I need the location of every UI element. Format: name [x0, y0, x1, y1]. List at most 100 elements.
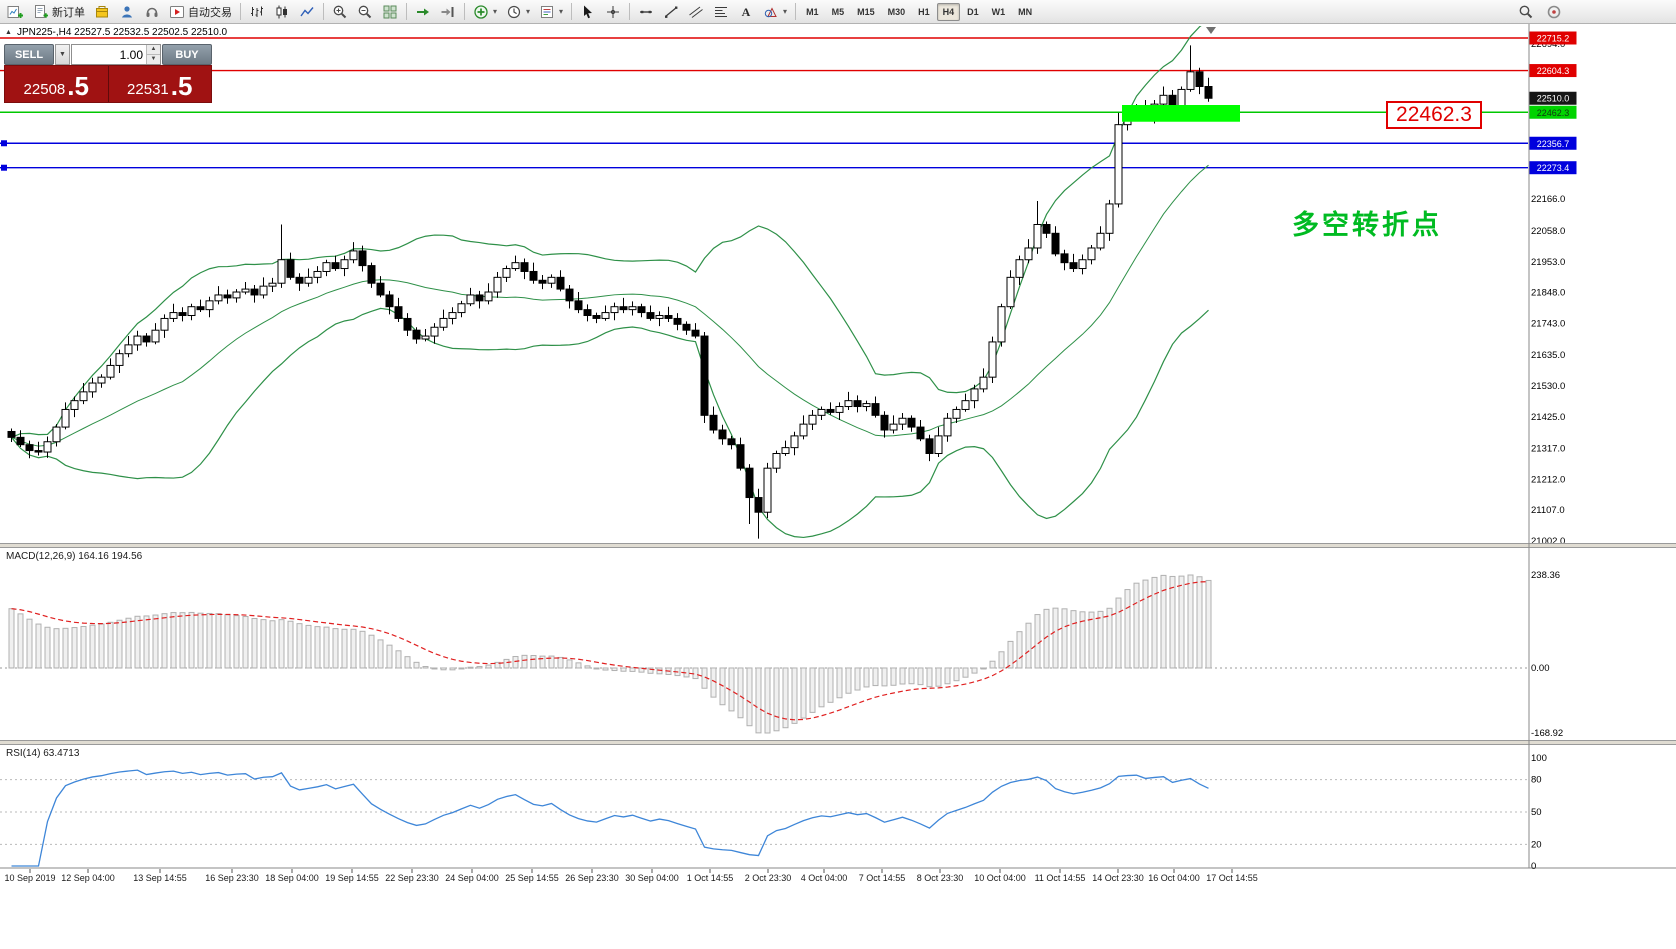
chartshift-icon: [440, 4, 456, 20]
timeframe-mn-button[interactable]: MN: [1018, 6, 1033, 17]
autoplay-icon: [169, 4, 185, 20]
candlestick-chart-button[interactable]: [270, 1, 294, 23]
time-axis-label: 30 Sep 04:00: [625, 873, 679, 883]
time-axis-label: 24 Sep 04:00: [445, 873, 499, 883]
price-tag-text: 22462.3: [1537, 108, 1570, 118]
panel-splitter[interactable]: [0, 740, 1676, 745]
circle-icon: [1546, 4, 1562, 20]
periods-button[interactable]: ▾: [502, 1, 534, 23]
highlight-rectangle[interactable]: [1122, 104, 1240, 122]
indicators-button[interactable]: ▾: [469, 1, 501, 23]
templates-button[interactable]: ▾: [535, 1, 567, 23]
timeframe-h1-button[interactable]: H1: [918, 6, 930, 17]
autoscroll-icon: [415, 4, 431, 20]
price-panel: 22508 .5 22531 .5: [4, 65, 212, 103]
buy-price-panel[interactable]: 22531 .5: [109, 66, 212, 102]
chart-shift-button[interactable]: [436, 1, 460, 23]
new-chart-button[interactable]: [3, 1, 28, 23]
auto-scroll-button[interactable]: [411, 1, 435, 23]
price-axis-label: 22058.0: [1531, 226, 1565, 237]
collapse-icon[interactable]: ▲: [5, 29, 12, 36]
indicators-icon: [473, 4, 489, 20]
crosshair-icon: [605, 4, 621, 20]
time-axis-label: 16 Oct 04:00: [1148, 873, 1200, 883]
price-axis-label: 21425.0: [1531, 412, 1565, 423]
time-axis[interactable]: 10 Sep 2019 12 Sep 04:00 13 Sep 14:55 16 Se…: [4, 869, 1258, 883]
toolbar-separator: [323, 3, 324, 20]
svg-text:A: A: [742, 5, 751, 19]
clock-icon: [506, 4, 522, 20]
line-handle[interactable]: [1, 140, 7, 147]
zoom-out-button[interactable]: [353, 1, 377, 23]
time-axis-label: 19 Sep 14:55: [325, 873, 379, 883]
community-button[interactable]: [1542, 1, 1566, 23]
price-tag: [1529, 31, 1577, 45]
bar-chart-button[interactable]: [245, 1, 269, 23]
market-button[interactable]: [90, 1, 114, 23]
textA-icon: A: [738, 4, 754, 20]
time-axis-label: 12 Sep 04:00: [61, 873, 115, 883]
macd-signal-line: [11, 581, 1209, 721]
buy-price-main: 22531: [127, 81, 169, 98]
price-axis-label: 22694.0: [1531, 39, 1565, 50]
zoom-in-button[interactable]: [328, 1, 352, 23]
bollinger-lower-line: [11, 307, 1209, 539]
sell-button[interactable]: SELL: [4, 44, 54, 65]
price-axis-label: 21848.0: [1531, 288, 1565, 299]
text-button[interactable]: A: [734, 1, 758, 23]
one-click-trading-panel: SELL ▼ ▲ ▼ BUY 22508 .5 22531 .5: [4, 44, 212, 103]
time-axis-label: 8 Oct 23:30: [917, 873, 964, 883]
toolbar: 新订单 自动交易 ▾ ▾ ▾ A ▾ M1 M5 M15 M30 H1 H4 D1 W1 MN: [0, 0, 1676, 24]
timeframe-d1-button[interactable]: D1: [967, 6, 979, 17]
timeframe-h4-button[interactable]: H4: [936, 2, 961, 21]
price-tag: [1529, 91, 1577, 105]
channel-button[interactable]: [684, 1, 708, 23]
price-tag-text: 22604.3: [1537, 66, 1570, 76]
time-axis-label: 11 Oct 14:55: [1035, 873, 1086, 883]
symbol-header[interactable]: ▲ JPN225-,H4 22527.5 22532.5 22502.5 225…: [5, 27, 227, 38]
price-axis-label: 21743.0: [1531, 318, 1565, 329]
volume-dropdown-button[interactable]: ▼: [55, 44, 70, 65]
search-button[interactable]: [1514, 1, 1538, 23]
timeframe-m30-button[interactable]: M30: [887, 6, 906, 17]
timeframe-m1-button[interactable]: M1: [806, 6, 819, 17]
sell-price-panel[interactable]: 22508 .5: [5, 66, 109, 102]
zoomout-icon: [357, 4, 373, 20]
autotrading-button[interactable]: 自动交易: [165, 1, 236, 23]
panel-splitter[interactable]: [0, 543, 1676, 548]
rsi-axis-label: 50: [1531, 807, 1542, 818]
cursor-button[interactable]: [576, 1, 600, 23]
rsi-line: [11, 769, 1209, 867]
buy-button[interactable]: BUY: [162, 44, 212, 65]
chart-shift-marker[interactable]: [1206, 27, 1216, 34]
trendline-button[interactable]: [659, 1, 683, 23]
time-axis-label: 16 Sep 23:30: [205, 873, 259, 883]
shapes-button[interactable]: ▾: [759, 1, 791, 23]
price-tag-text: 22510.0: [1537, 94, 1570, 104]
signals-button[interactable]: [115, 1, 139, 23]
volume-down-button[interactable]: ▼: [147, 55, 160, 64]
time-axis-label: 4 Oct 04:00: [801, 873, 848, 883]
volume-input[interactable]: [72, 45, 146, 64]
autotrading-button-label: 自动交易: [188, 6, 232, 19]
timeframe-m15-button[interactable]: M15: [857, 6, 875, 17]
tile-windows-button[interactable]: [378, 1, 402, 23]
volume-up-button[interactable]: ▲: [147, 45, 160, 55]
crosshair-button[interactable]: [601, 1, 625, 23]
toolbar-separator: [795, 3, 797, 20]
line-handle[interactable]: [1, 164, 7, 171]
timeframe-m5-button[interactable]: M5: [831, 6, 845, 17]
turning-point-text[interactable]: 多空转折点: [1292, 210, 1442, 240]
tile-icon: [382, 4, 398, 20]
timeframe-w1-button[interactable]: W1: [991, 6, 1006, 17]
vps-button[interactable]: [140, 1, 164, 23]
price-annotation-box[interactable]: 22462.3: [1386, 101, 1482, 129]
horizontal-line-button[interactable]: [634, 1, 658, 23]
time-axis-label: 18 Sep 04:00: [265, 873, 319, 883]
fibonacci-button[interactable]: [709, 1, 733, 23]
line-chart-button[interactable]: [295, 1, 319, 23]
new-order-button[interactable]: 新订单: [29, 1, 89, 23]
price-axis-label: 21953.0: [1531, 257, 1565, 268]
price-axis[interactable]: 22694.0 22166.0 22058.0 21953.0 21848.0 21743…: [1529, 31, 1577, 547]
